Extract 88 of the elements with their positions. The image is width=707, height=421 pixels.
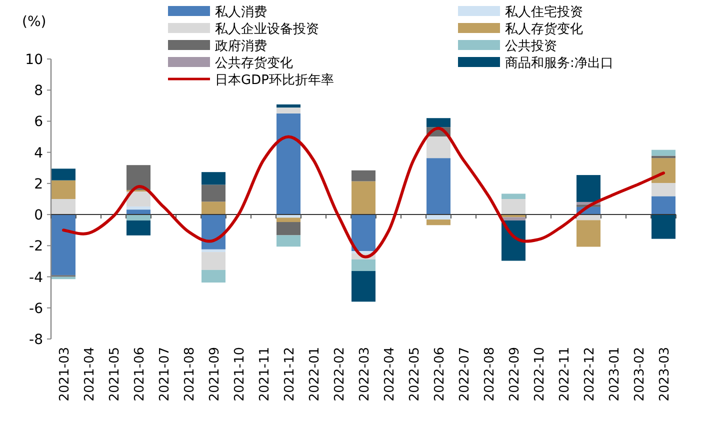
x-tick-label: 2022-08: [482, 347, 498, 402]
x-tick-label: 2023-02: [632, 347, 648, 402]
y-tick-label: 4: [34, 145, 44, 162]
x-tick-label: 2022-05: [408, 347, 422, 402]
x-tick-label: 2021-10: [232, 347, 248, 402]
x-tick-label: 2022-06: [432, 347, 448, 402]
x-tick-label: 2022-10: [532, 347, 548, 402]
x-tick-label: 2021-04: [82, 347, 98, 402]
bar: [426, 214, 450, 220]
bar: [202, 252, 226, 270]
bar: [352, 181, 376, 215]
bar: [126, 192, 150, 206]
x-tick-label: 2021-05: [108, 347, 122, 402]
legend-label: 公共投资: [505, 39, 557, 54]
bar: [276, 222, 300, 236]
bar: [52, 199, 76, 215]
x-tick-label: 2021-08: [182, 347, 198, 402]
bar: [202, 172, 226, 185]
x-tick-label: 2022-01: [308, 347, 322, 402]
line-series: [62, 126, 665, 258]
legend-label: 商品和服务:净出口: [505, 56, 614, 71]
bar: [652, 150, 676, 156]
bar: [426, 220, 450, 226]
bar: [352, 259, 376, 272]
y-tick-label: 8: [34, 83, 43, 100]
x-tick-label: 2023-03: [658, 347, 672, 402]
bar: [426, 158, 450, 215]
bar: [276, 108, 300, 114]
bar: [502, 194, 526, 199]
bar: [352, 170, 376, 182]
legend-label: 私人住宅投资: [505, 4, 583, 20]
legend-label: 政府消费: [215, 38, 267, 54]
bar: [502, 217, 526, 220]
legend-label: 私人存货变化: [505, 22, 583, 37]
bar: [652, 196, 676, 215]
y-tick-label: -8: [29, 332, 43, 348]
x-tick-label: 2022-07: [458, 347, 472, 402]
bar: [276, 104, 300, 108]
bar: [502, 199, 526, 215]
y-axis-title: (%): [22, 14, 46, 30]
bar: [276, 235, 300, 247]
bar: [276, 218, 300, 222]
x-tick-label: 2022-04: [382, 347, 398, 402]
y-tick-label: 0: [34, 208, 43, 224]
x-tick-label: 2021-03: [58, 347, 72, 402]
bar: [126, 165, 150, 190]
bar: [202, 249, 226, 252]
y-tick-label: -4: [29, 270, 44, 286]
x-tick-label: 2022-03: [358, 347, 372, 402]
bar: [126, 206, 150, 210]
bar: [352, 214, 376, 252]
bar: [202, 202, 226, 215]
y-tick-label: -6: [29, 300, 44, 317]
bar: [426, 118, 450, 128]
y-tick-label: 2: [34, 176, 43, 192]
x-tick-label: 2022-02: [332, 347, 348, 402]
bar: [52, 180, 76, 199]
bar: [126, 214, 150, 220]
y-tick-label: -2: [29, 238, 43, 255]
bar: [652, 182, 676, 196]
bar: [126, 220, 150, 236]
bar: [352, 271, 376, 302]
x-tick-label: 2021-11: [258, 347, 272, 402]
x-tick-label: 2021-12: [282, 347, 298, 402]
legend-label: 日本GDP环比折年率: [215, 72, 334, 88]
x-tick-label: 2021-06: [132, 347, 148, 402]
x-tick-label: 2023-01: [608, 347, 622, 402]
legend-label: 公共存货变化: [215, 56, 293, 71]
bar: [52, 214, 76, 276]
bar: [426, 136, 450, 158]
x-tick-label: 2022-09: [508, 347, 522, 402]
legend-label: 私人消费: [215, 5, 267, 20]
bar: [276, 113, 300, 215]
bar: [202, 184, 226, 202]
x-tick-label: 2021-09: [208, 347, 222, 402]
y-tick-label: 10: [25, 52, 43, 68]
bar: [126, 210, 150, 215]
bar: [52, 168, 76, 180]
bar: [652, 214, 676, 239]
legend-label: 私人企业设备投资: [215, 22, 319, 37]
bar: [202, 270, 226, 283]
bar: [652, 158, 676, 183]
bar: [576, 220, 600, 247]
y-tick-label: 6: [34, 114, 44, 130]
bar: [576, 175, 600, 202]
x-tick-label: 2022-12: [582, 347, 598, 402]
x-tick-label: 2022-11: [558, 347, 572, 402]
x-tick-label: 2021-07: [158, 347, 172, 402]
